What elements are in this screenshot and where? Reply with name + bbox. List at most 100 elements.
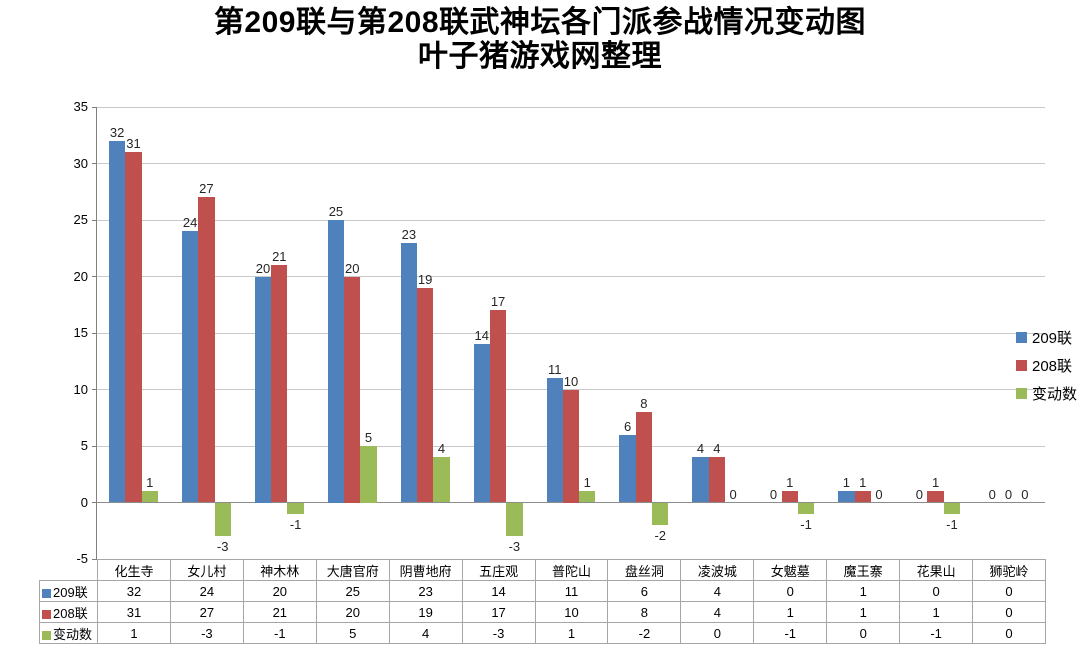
table-value-cell: 10 [534, 601, 609, 623]
bar-209联-普陀山 [546, 378, 563, 503]
y-axis-tick [92, 445, 97, 447]
bar-变动数-化生寺 [141, 491, 158, 503]
bar-value-label: 4 [437, 441, 446, 457]
table-value-cell: 24 [169, 580, 244, 602]
table-value-cell: 1 [899, 601, 974, 623]
bar-value-label: 27 [199, 181, 214, 197]
bar-value-label: 1 [786, 475, 794, 491]
y-axis-tick [92, 219, 97, 221]
table-value-cell: 5 [315, 622, 390, 644]
chart-title-line2: 叶子猪游戏网整理 [418, 40, 662, 73]
bar-209联-大唐官府 [327, 220, 345, 503]
table-row-header-209联: 209联 [39, 580, 98, 602]
table-value-cell: 4 [680, 580, 755, 602]
series-name: 209联 [53, 584, 88, 600]
table-value-cell: -2 [607, 622, 682, 644]
bar-value-label: 1 [583, 475, 591, 491]
data-table: 化生寺 女儿村 神木林 大唐官府 阴曹地府 五庄观 普陀山 盘丝洞 凌波城 女魃墓 魔王寨 花果山 狮驼… [39, 559, 1046, 644]
table-value-cell: 11 [534, 580, 609, 602]
bar-变动数-五庄观 [506, 502, 523, 537]
y-axis-tick-label: -5 [76, 551, 88, 566]
table-value-cell: 0 [680, 622, 755, 644]
bar-变动数-女儿村 [214, 502, 231, 537]
bar-208联-盘丝洞 [635, 412, 653, 503]
bar-209联-阴曹地府 [400, 242, 417, 503]
zero-axis-line [97, 502, 1045, 503]
bar-value-label: 1 [146, 475, 154, 491]
table-category-cell: 魔王寨 [826, 559, 901, 581]
table-value-cell: 1 [826, 580, 901, 602]
bar-value-label: 32 [109, 124, 125, 140]
table-category-cell: 普陀山 [534, 559, 609, 581]
table-value-cell: 1 [753, 601, 828, 623]
table-value-cell: 0 [826, 622, 901, 644]
table-value-cell: 6 [607, 580, 682, 602]
table-value-cell: 23 [388, 580, 463, 602]
bar-value-label: 20 [344, 260, 360, 276]
bar-value-label: 21 [272, 249, 287, 265]
table-value-cell: 0 [972, 580, 1046, 602]
y-axis-tick [92, 389, 97, 390]
table-value-cell: -3 [461, 622, 536, 644]
table-row-header-变动数: 变动数 [39, 622, 98, 644]
bar-value-label: 11 [547, 362, 562, 378]
bar-value-label: -1 [946, 516, 958, 532]
y-axis-tick [92, 106, 97, 108]
bar-208联-神木林 [271, 265, 288, 503]
table-series-row-208联: 208联 31 27 21 20 19 17 10 8 4 1 1 1 0 [39, 601, 1046, 623]
y-axis-tick-label: 35 [73, 99, 88, 114]
table-value-cell: 25 [315, 580, 390, 602]
legend-item-变动数: 变动数 [1016, 386, 1077, 403]
table-row-header-208联: 208联 [39, 601, 98, 623]
bar-value-label: 0 [875, 486, 883, 502]
table-category-cell: 花果山 [899, 559, 974, 581]
series-name: 208联 [53, 605, 88, 621]
bar-value-label: 10 [563, 373, 579, 389]
table-category-cell: 大唐官府 [315, 559, 390, 581]
bar-value-label: -3 [508, 539, 521, 555]
table-value-cell: 0 [972, 622, 1046, 644]
legend-label: 208联 [1032, 358, 1073, 375]
bar-变动数-大唐官府 [360, 446, 377, 503]
bar-value-label: -1 [289, 516, 302, 532]
bar-value-label: 5 [364, 430, 373, 445]
bar-value-label: 0 [1021, 486, 1029, 502]
table-category-cell: 五庄观 [461, 559, 536, 581]
bar-value-label: 25 [328, 204, 344, 219]
table-value-cell: 4 [680, 601, 755, 623]
y-axis-tick-label: 20 [73, 268, 88, 284]
table-value-cell: -3 [169, 622, 244, 644]
table-value-cell: 14 [461, 580, 536, 602]
bar-变动数-阴曹地府 [433, 457, 450, 503]
bar-208联-女儿村 [198, 197, 215, 503]
table-value-cell: 21 [242, 601, 317, 623]
bar-value-label: 23 [401, 226, 417, 242]
bar-value-label: 0 [915, 486, 923, 502]
table-value-cell: 20 [242, 580, 317, 602]
legend-item-208联: 208联 [1016, 358, 1077, 375]
bar-value-label: 14 [474, 328, 489, 344]
bar-value-label: 31 [126, 136, 141, 152]
y-axis-tick-label: 5 [80, 438, 88, 453]
table-category-row: 化生寺 女儿村 神木林 大唐官府 阴曹地府 五庄观 普陀山 盘丝洞 凌波城 女魃墓 魔王寨 花果山 狮驼… [40, 559, 1046, 581]
bar-209联-盘丝洞 [619, 434, 636, 503]
chart-title-line1: 第209联与第208联武神坛各门派参战情况变动图 [213, 6, 867, 39]
legend-swatch-icon [1016, 360, 1027, 371]
chart-title: 第209联与第208联武神坛各门派参战情况变动图 叶子猪游戏网整理 [0, 6, 1080, 74]
series-name: 变动数 [53, 626, 93, 642]
bar-value-label: 4 [713, 441, 721, 457]
gridline [97, 106, 1045, 108]
gridline [97, 219, 1045, 221]
table-category-cell: 盘丝洞 [607, 559, 682, 581]
bar-value-label: 1 [859, 475, 867, 491]
y-axis-tick-label: 15 [73, 325, 88, 340]
bar-value-label: 0 [1004, 486, 1013, 502]
bar-208联-女魃墓 [781, 491, 798, 503]
table-series-row-变动数: 变动数 1 -3 -1 5 4 -3 1 -2 0 -1 0 -1 0 [39, 622, 1046, 644]
legend-label: 209联 [1032, 330, 1073, 347]
table-value-cell: 1 [826, 601, 901, 623]
table-value-cell: 0 [899, 580, 974, 602]
bar-value-label: 6 [623, 418, 632, 434]
bar-208联-花果山 [927, 491, 944, 503]
